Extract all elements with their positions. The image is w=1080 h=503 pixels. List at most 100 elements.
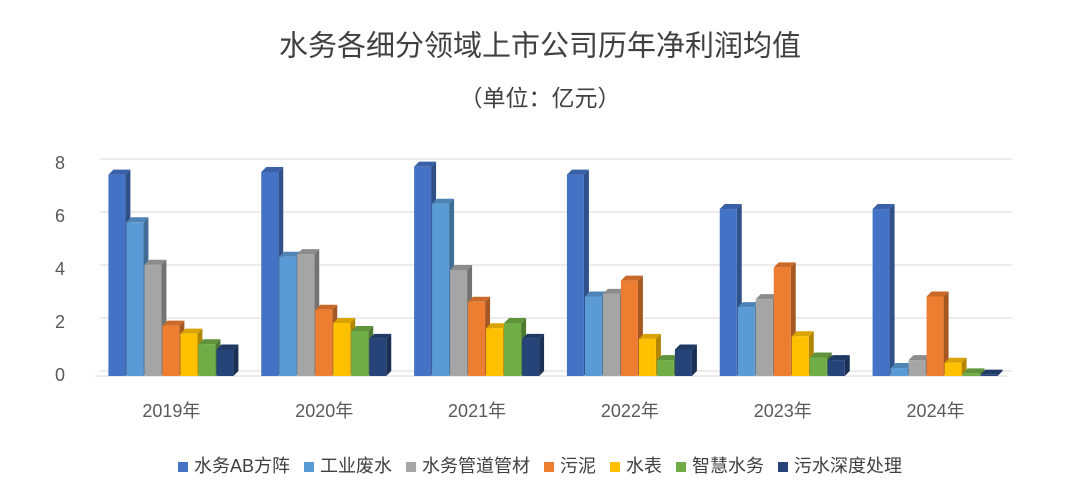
legend-label: 水务管道管材: [422, 456, 530, 476]
legend-label: 智慧水务: [692, 456, 764, 476]
bar-front: [890, 368, 908, 376]
bar: [980, 369, 1003, 376]
bar: [926, 291, 949, 376]
legend-swatch: [610, 462, 621, 472]
bar-front: [432, 203, 450, 376]
bar-top: [522, 333, 545, 339]
bar-front: [486, 328, 504, 376]
legend-swatch: [177, 462, 188, 472]
bar-front: [351, 330, 369, 376]
bar-front: [198, 344, 216, 376]
bar: [872, 204, 895, 376]
bar-top: [333, 318, 356, 323]
bar-top: [584, 291, 607, 297]
legend-swatch: [778, 462, 789, 472]
x-tick-label: 2019年: [142, 401, 200, 421]
bar-front: [656, 360, 674, 376]
bar-front: [216, 349, 234, 376]
bar-top: [450, 265, 473, 270]
x-tick-label: 2023年: [754, 401, 812, 421]
bar-top: [279, 251, 302, 257]
bar-front: [755, 299, 773, 376]
bar-top: [504, 318, 527, 323]
bar-side: [233, 344, 239, 376]
bar-top: [162, 320, 185, 326]
bar-front: [144, 264, 162, 376]
legend-label: 水务AB方阵: [194, 456, 290, 476]
bar-front: [468, 301, 486, 376]
bar-front: [108, 174, 126, 376]
bar-front: [180, 333, 198, 376]
y-tick-label: 2: [55, 312, 65, 332]
bar-side: [889, 204, 895, 376]
bar-top: [980, 369, 1003, 375]
legend-label: 污水深度处理: [794, 456, 902, 476]
bar-top: [926, 291, 949, 297]
bar-top: [872, 204, 895, 210]
legend-swatch: [406, 462, 417, 472]
y-tick-label: 8: [55, 153, 65, 173]
bar-top: [369, 333, 392, 339]
x-tick-label: 2022年: [601, 401, 659, 421]
bar-front: [566, 174, 584, 376]
x-tick-label: 2024年: [907, 401, 965, 421]
bar-side: [386, 333, 392, 376]
bar-side: [997, 369, 1003, 376]
bar-top: [827, 355, 850, 361]
bar-side: [979, 368, 985, 376]
bar-front: [162, 325, 180, 376]
bar-top: [656, 355, 679, 361]
bar-top: [108, 169, 131, 175]
bar-front: [962, 373, 980, 376]
chart-title: 水务各细分领域上市公司历年净利润均值: [279, 30, 801, 63]
bar-top: [908, 355, 931, 361]
bar-front: [261, 171, 279, 376]
bar-top: [297, 249, 320, 255]
bar-front: [522, 338, 540, 376]
y-tick-label: 4: [55, 259, 65, 279]
bar-side: [691, 344, 697, 376]
bar-front: [315, 309, 333, 376]
bar-top: [602, 288, 625, 294]
bar-side: [539, 333, 545, 376]
bar-top: [468, 296, 491, 302]
x-tick-label: 2021年: [448, 401, 506, 421]
bar-front: [944, 362, 962, 376]
bar: [962, 368, 985, 376]
bar-front: [333, 323, 351, 376]
bar-top: [755, 294, 778, 300]
bar-top: [620, 275, 643, 281]
bar-top: [180, 328, 203, 334]
bar-top: [962, 368, 985, 374]
bar-top: [890, 363, 913, 369]
bar-front: [773, 267, 791, 376]
bar-top: [315, 304, 338, 310]
bar-top: [791, 331, 814, 337]
bar-front: [872, 209, 890, 376]
bar-top: [216, 344, 239, 350]
bar-top: [351, 325, 374, 331]
bar-front: [908, 360, 926, 376]
bar-top: [198, 339, 221, 345]
bar-top: [773, 262, 796, 268]
y-tick-label: 0: [55, 365, 65, 385]
bar-top: [638, 333, 661, 339]
bar-front: [504, 323, 522, 376]
bar-top: [486, 323, 509, 329]
bar-front: [674, 349, 692, 376]
bar-top: [144, 259, 167, 265]
bar-front: [414, 166, 432, 376]
bar-front: [369, 338, 387, 376]
bar-front: [584, 296, 602, 376]
bar-top: [737, 302, 760, 308]
bar-top: [719, 204, 742, 210]
bar-front: [827, 360, 845, 376]
x-tick-label: 2020年: [295, 401, 353, 421]
bar-front: [737, 307, 755, 376]
bar-top: [261, 166, 284, 172]
bar-top: [809, 352, 832, 358]
bar: [369, 333, 392, 376]
y-tick-label: 6: [55, 206, 65, 226]
bar-front: [450, 270, 468, 376]
